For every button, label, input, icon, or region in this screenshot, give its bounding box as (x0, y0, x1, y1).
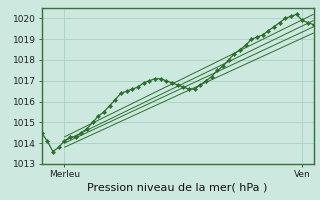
X-axis label: Pression niveau de la mer( hPa ): Pression niveau de la mer( hPa ) (87, 183, 268, 193)
